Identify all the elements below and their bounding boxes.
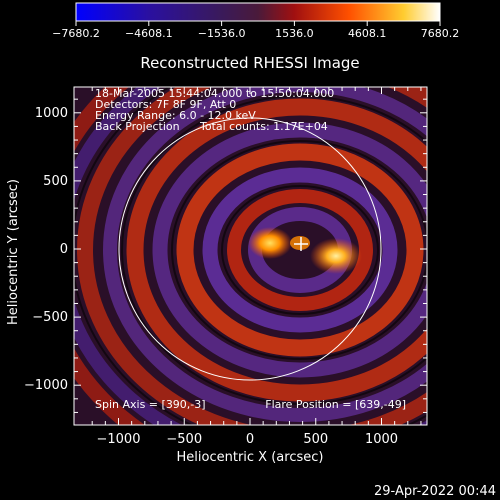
x-tick-label: 500: [303, 432, 328, 447]
flare-position-label: Flare Position = [639,-49]: [265, 398, 406, 411]
contour-lines: [74, 87, 427, 425]
spin-axis-label: Spin Axis = [390,-3]: [95, 398, 206, 411]
y-tick-label: −500: [32, 310, 68, 325]
y-tick-label: 0: [60, 242, 68, 257]
spin-axis-marker: [294, 237, 308, 251]
x-axis: −1000 −500 0 500 1000: [91, 87, 422, 447]
solar-limb: [118, 117, 382, 381]
y-axis-label: Heliocentric Y (arcsec): [6, 179, 21, 325]
colorbar: −7680.2 −4608.1 −1536.0 1536.0 4608.1 7680.2: [52, 2, 459, 40]
time-range: 18-Mar-2005 15:44:04.000 to 15:50:04.000: [95, 87, 334, 100]
x-tick-label: −500: [166, 432, 202, 447]
colorbar-tick-label: −1536.0: [198, 27, 246, 40]
colorbar-gradient: [75, 2, 441, 22]
y-tick-label: −1000: [24, 378, 68, 393]
colorbar-tick-label: −7680.2: [52, 27, 100, 40]
y-tick-label: 500: [43, 174, 68, 189]
reconstructed-image: [74, 87, 427, 425]
info-block: 18-Mar-2005 15:44:04.000 to 15:50:04.000…: [95, 87, 334, 133]
x-axis-label: Heliocentric X (arcsec): [177, 450, 324, 465]
source-left: [248, 227, 292, 259]
y-axis: 1000 500 0 −500 −1000: [24, 98, 427, 413]
timestamp: 29-Apr-2022 00:44: [374, 484, 496, 499]
x-tick-label: 1000: [365, 432, 398, 447]
method: Back Projection: [95, 120, 180, 133]
colorbar-tick-label: 7680.2: [421, 27, 460, 40]
total-counts: Total counts: 1.17E+04: [199, 120, 328, 133]
ring-pattern: [74, 87, 427, 425]
y-tick-label: 1000: [35, 106, 68, 121]
plot-title: Reconstructed RHESSI Image: [140, 54, 359, 72]
energy-range: Energy Range: 6.0 - 12.0 keV: [95, 109, 256, 122]
colorbar-tick-label: −4608.1: [125, 27, 173, 40]
x-tick-label: −1000: [97, 432, 141, 447]
x-tick-label: 0: [246, 432, 254, 447]
colorbar-tick-label: 1536.0: [275, 27, 314, 40]
colorbar-ticks: −7680.2 −4608.1 −1536.0 1536.0 4608.1 7680.2: [52, 21, 459, 40]
colorbar-tick-label: 4608.1: [348, 27, 387, 40]
detectors: Detectors: 7F 8F 9F, Att 0: [95, 98, 236, 111]
source-right: [310, 238, 362, 274]
